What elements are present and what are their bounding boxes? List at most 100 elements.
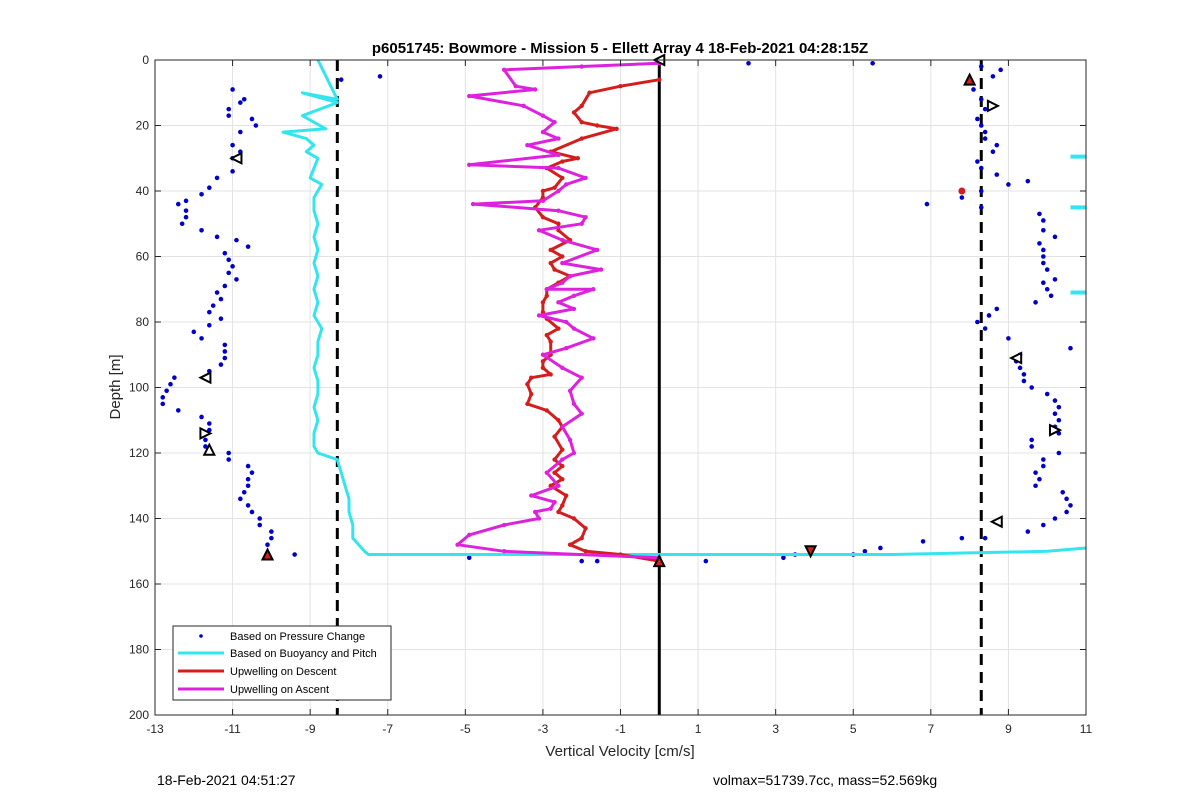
- descent-upwelling-point: [614, 126, 619, 131]
- descent-upwelling-point: [560, 159, 565, 164]
- ascent-upwelling-point: [525, 142, 530, 148]
- triangle-right-marker: [1048, 423, 1063, 437]
- pressure-change-point: [241, 97, 247, 102]
- ascent-upwelling-point: [540, 113, 546, 118]
- ascent-upwelling-point: [513, 84, 518, 89]
- pressure-change-point: [1037, 241, 1042, 246]
- pressure-change-point: [978, 64, 984, 69]
- pressure-change-point: [226, 457, 232, 462]
- ascent-upwelling-point: [563, 319, 569, 325]
- pressure-change-point: [245, 463, 251, 469]
- pressure-change-point: [257, 522, 263, 528]
- pressure-change-point: [269, 529, 274, 534]
- ascent-upwelling-point: [571, 306, 577, 312]
- pressure-change-point: [1021, 372, 1027, 377]
- descent-upwelling-point: [560, 254, 565, 259]
- pressure-change-point: [1044, 286, 1050, 292]
- descent-upwelling-point: [563, 493, 569, 498]
- ascent-upwelling-point: [583, 175, 588, 181]
- pressure-change-point: [1037, 476, 1042, 482]
- pressure-change-point: [234, 277, 239, 282]
- ascent-upwelling-point: [567, 437, 573, 443]
- pressure-change-point: [975, 159, 980, 164]
- ascent-upwelling-point: [544, 287, 549, 292]
- x-tick-label: -13: [146, 722, 164, 736]
- descent-upwelling-point: [552, 185, 557, 190]
- pressure-change-point: [1041, 254, 1046, 259]
- pressure-change-point: [249, 509, 255, 515]
- pressure-change-point: [990, 149, 996, 154]
- descent-upwelling-point: [583, 549, 588, 554]
- pressure-change-point: [1052, 411, 1058, 417]
- ascent-upwelling-point: [556, 165, 561, 171]
- descent-upwelling-point: [571, 516, 577, 521]
- pressure-change-point: [207, 185, 212, 191]
- ascent-upwelling-point: [563, 346, 569, 351]
- ascent-upwelling-point: [467, 93, 472, 99]
- pressure-change-point: [175, 201, 181, 207]
- ascent-upwelling-point: [540, 198, 546, 204]
- descent-upwelling-point: [552, 434, 557, 439]
- y-tick-label: 180: [129, 643, 149, 657]
- pressure-change-point: [234, 237, 239, 243]
- descent-upwelling-point: [525, 382, 530, 387]
- pressure-change-point: [249, 470, 255, 475]
- triangle-up-marker: [260, 547, 275, 561]
- ascent-upwelling-point: [544, 470, 549, 475]
- ascent-upwelling-point: [501, 67, 507, 73]
- pressure-change-point: [191, 329, 197, 335]
- descent-upwelling-point: [657, 77, 662, 82]
- legend-entry-buoyancy: Based on Buoyancy and Pitch: [230, 648, 377, 660]
- x-tick-label: 3: [772, 722, 779, 736]
- pressure-change-point: [222, 283, 228, 289]
- pressure-change-point: [994, 306, 1000, 312]
- ascent-upwelling-point: [556, 300, 561, 305]
- ascent-upwelling-point: [571, 293, 577, 298]
- pressure-change-point: [1068, 503, 1073, 508]
- pressure-change-point: [269, 535, 274, 541]
- pressure-change-point: [1017, 365, 1023, 371]
- pressure-change-point: [1044, 267, 1050, 272]
- descent-upwelling-point: [595, 123, 600, 128]
- ascent-upwelling-point: [579, 64, 584, 69]
- ascent-upwelling-point: [560, 260, 565, 266]
- triangle-left-marker: [1008, 351, 1023, 365]
- descent-upwelling-point: [548, 372, 553, 377]
- ascent-upwelling-point: [598, 267, 604, 272]
- descent-upwelling-point: [548, 339, 553, 344]
- descent-upwelling-point: [552, 267, 557, 272]
- triangle-left-marker: [989, 515, 1003, 529]
- pressure-change-point: [1029, 444, 1034, 449]
- descent-upwelling-point: [525, 401, 530, 407]
- pressure-change-point: [994, 142, 1000, 148]
- x-tick-label: -3: [538, 722, 549, 736]
- x-tick-label: -7: [382, 722, 393, 736]
- pressure-change-point: [214, 290, 220, 295]
- triangle-left-marker: [229, 151, 243, 165]
- y-tick-label: 40: [136, 184, 150, 198]
- pressure-change-point: [199, 336, 204, 341]
- axis-ticks: -13 -11 -9 -7 -5 -3 -1 1 3 5 7 9 1102040608010012014…: [129, 53, 1093, 736]
- triangle-right-marker: [986, 99, 1001, 113]
- pressure-change-point: [466, 555, 472, 561]
- triangle-up-marker: [202, 442, 216, 456]
- pressure-change-point: [172, 375, 177, 380]
- pressure-change-point: [1025, 529, 1031, 534]
- pressure-change-point: [982, 326, 988, 331]
- pressure-change-point: [214, 234, 220, 240]
- pressure-change-point: [1044, 391, 1050, 397]
- descent-upwelling-point: [579, 136, 584, 141]
- y-tick-label: 60: [136, 250, 150, 264]
- pressure-change-point: [1052, 516, 1058, 521]
- pressure-change-point: [230, 169, 235, 174]
- pressure-change-point: [998, 67, 1003, 73]
- pressure-change-point: [959, 195, 965, 200]
- pressure-change-point: [164, 388, 169, 394]
- ascent-upwelling-point: [579, 221, 584, 226]
- ascent-upwelling-point: [556, 152, 561, 158]
- pressure-change-point: [1041, 280, 1046, 286]
- ascent-upwelling-point: [556, 136, 561, 141]
- pressure-change-point: [238, 100, 243, 105]
- triangle-left-marker: [198, 371, 212, 385]
- ascent-upwelling-point: [521, 103, 526, 109]
